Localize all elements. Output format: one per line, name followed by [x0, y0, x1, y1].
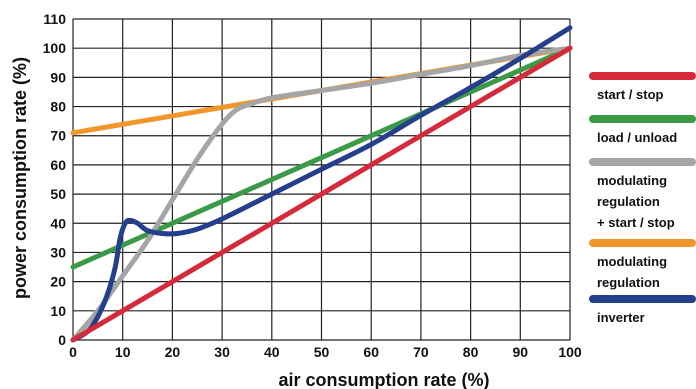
legend-entry-label: load / unload — [597, 130, 677, 145]
y-tick-label: 110 — [43, 11, 66, 27]
series-line-inverter — [70, 25, 573, 343]
y-tick-label: 10 — [50, 303, 66, 319]
y-tick-label: 20 — [50, 274, 66, 290]
series-layer — [70, 25, 573, 343]
x-axis-ticks: 0 10 20 30 40 50 60 70 80 90 100 — [69, 344, 582, 360]
x-tick-label: 30 — [214, 344, 230, 360]
grid — [72, 18, 571, 341]
y-tick-label: 50 — [50, 186, 66, 202]
series-line-modulating-regulation-start-stop — [70, 45, 573, 343]
legend-entry-label: modulating regulation — [597, 254, 667, 290]
y-axis-ticks: 0 10 20 30 40 50 60 70 80 90 100 110 — [43, 11, 67, 348]
x-tick-label: 100 — [558, 344, 582, 360]
legend-entry-label: inverter — [597, 310, 645, 325]
legend-entry-label: modulating regulation + start / stop — [597, 173, 675, 230]
x-tick-label: 20 — [165, 344, 181, 360]
x-tick-label: 40 — [264, 344, 280, 360]
x-tick-label: 50 — [314, 344, 330, 360]
x-tick-label: 10 — [115, 344, 131, 360]
y-tick-label: 0 — [58, 332, 66, 348]
x-tick-label: 60 — [363, 344, 379, 360]
y-tick-label: 70 — [50, 128, 66, 144]
x-tick-label: 70 — [413, 344, 429, 360]
y-tick-label: 60 — [50, 157, 66, 173]
legend-entry-label: start / stop — [597, 87, 664, 102]
y-tick-label: 80 — [50, 99, 66, 115]
legend: start / stop load / unload modulating regul… — [589, 72, 696, 325]
x-tick-label: 80 — [463, 344, 479, 360]
series-line-start-stop — [70, 45, 573, 343]
y-tick-label: 40 — [50, 215, 66, 231]
x-tick-label: 90 — [513, 344, 529, 360]
y-tick-label: 90 — [50, 69, 66, 85]
y-axis-label: power consumption rate (%) — [10, 57, 30, 299]
y-tick-label: 100 — [43, 40, 67, 56]
x-axis-label: air consumption rate (%) — [278, 370, 489, 389]
y-tick-label: 30 — [50, 244, 66, 260]
x-tick-label: 0 — [69, 344, 77, 360]
